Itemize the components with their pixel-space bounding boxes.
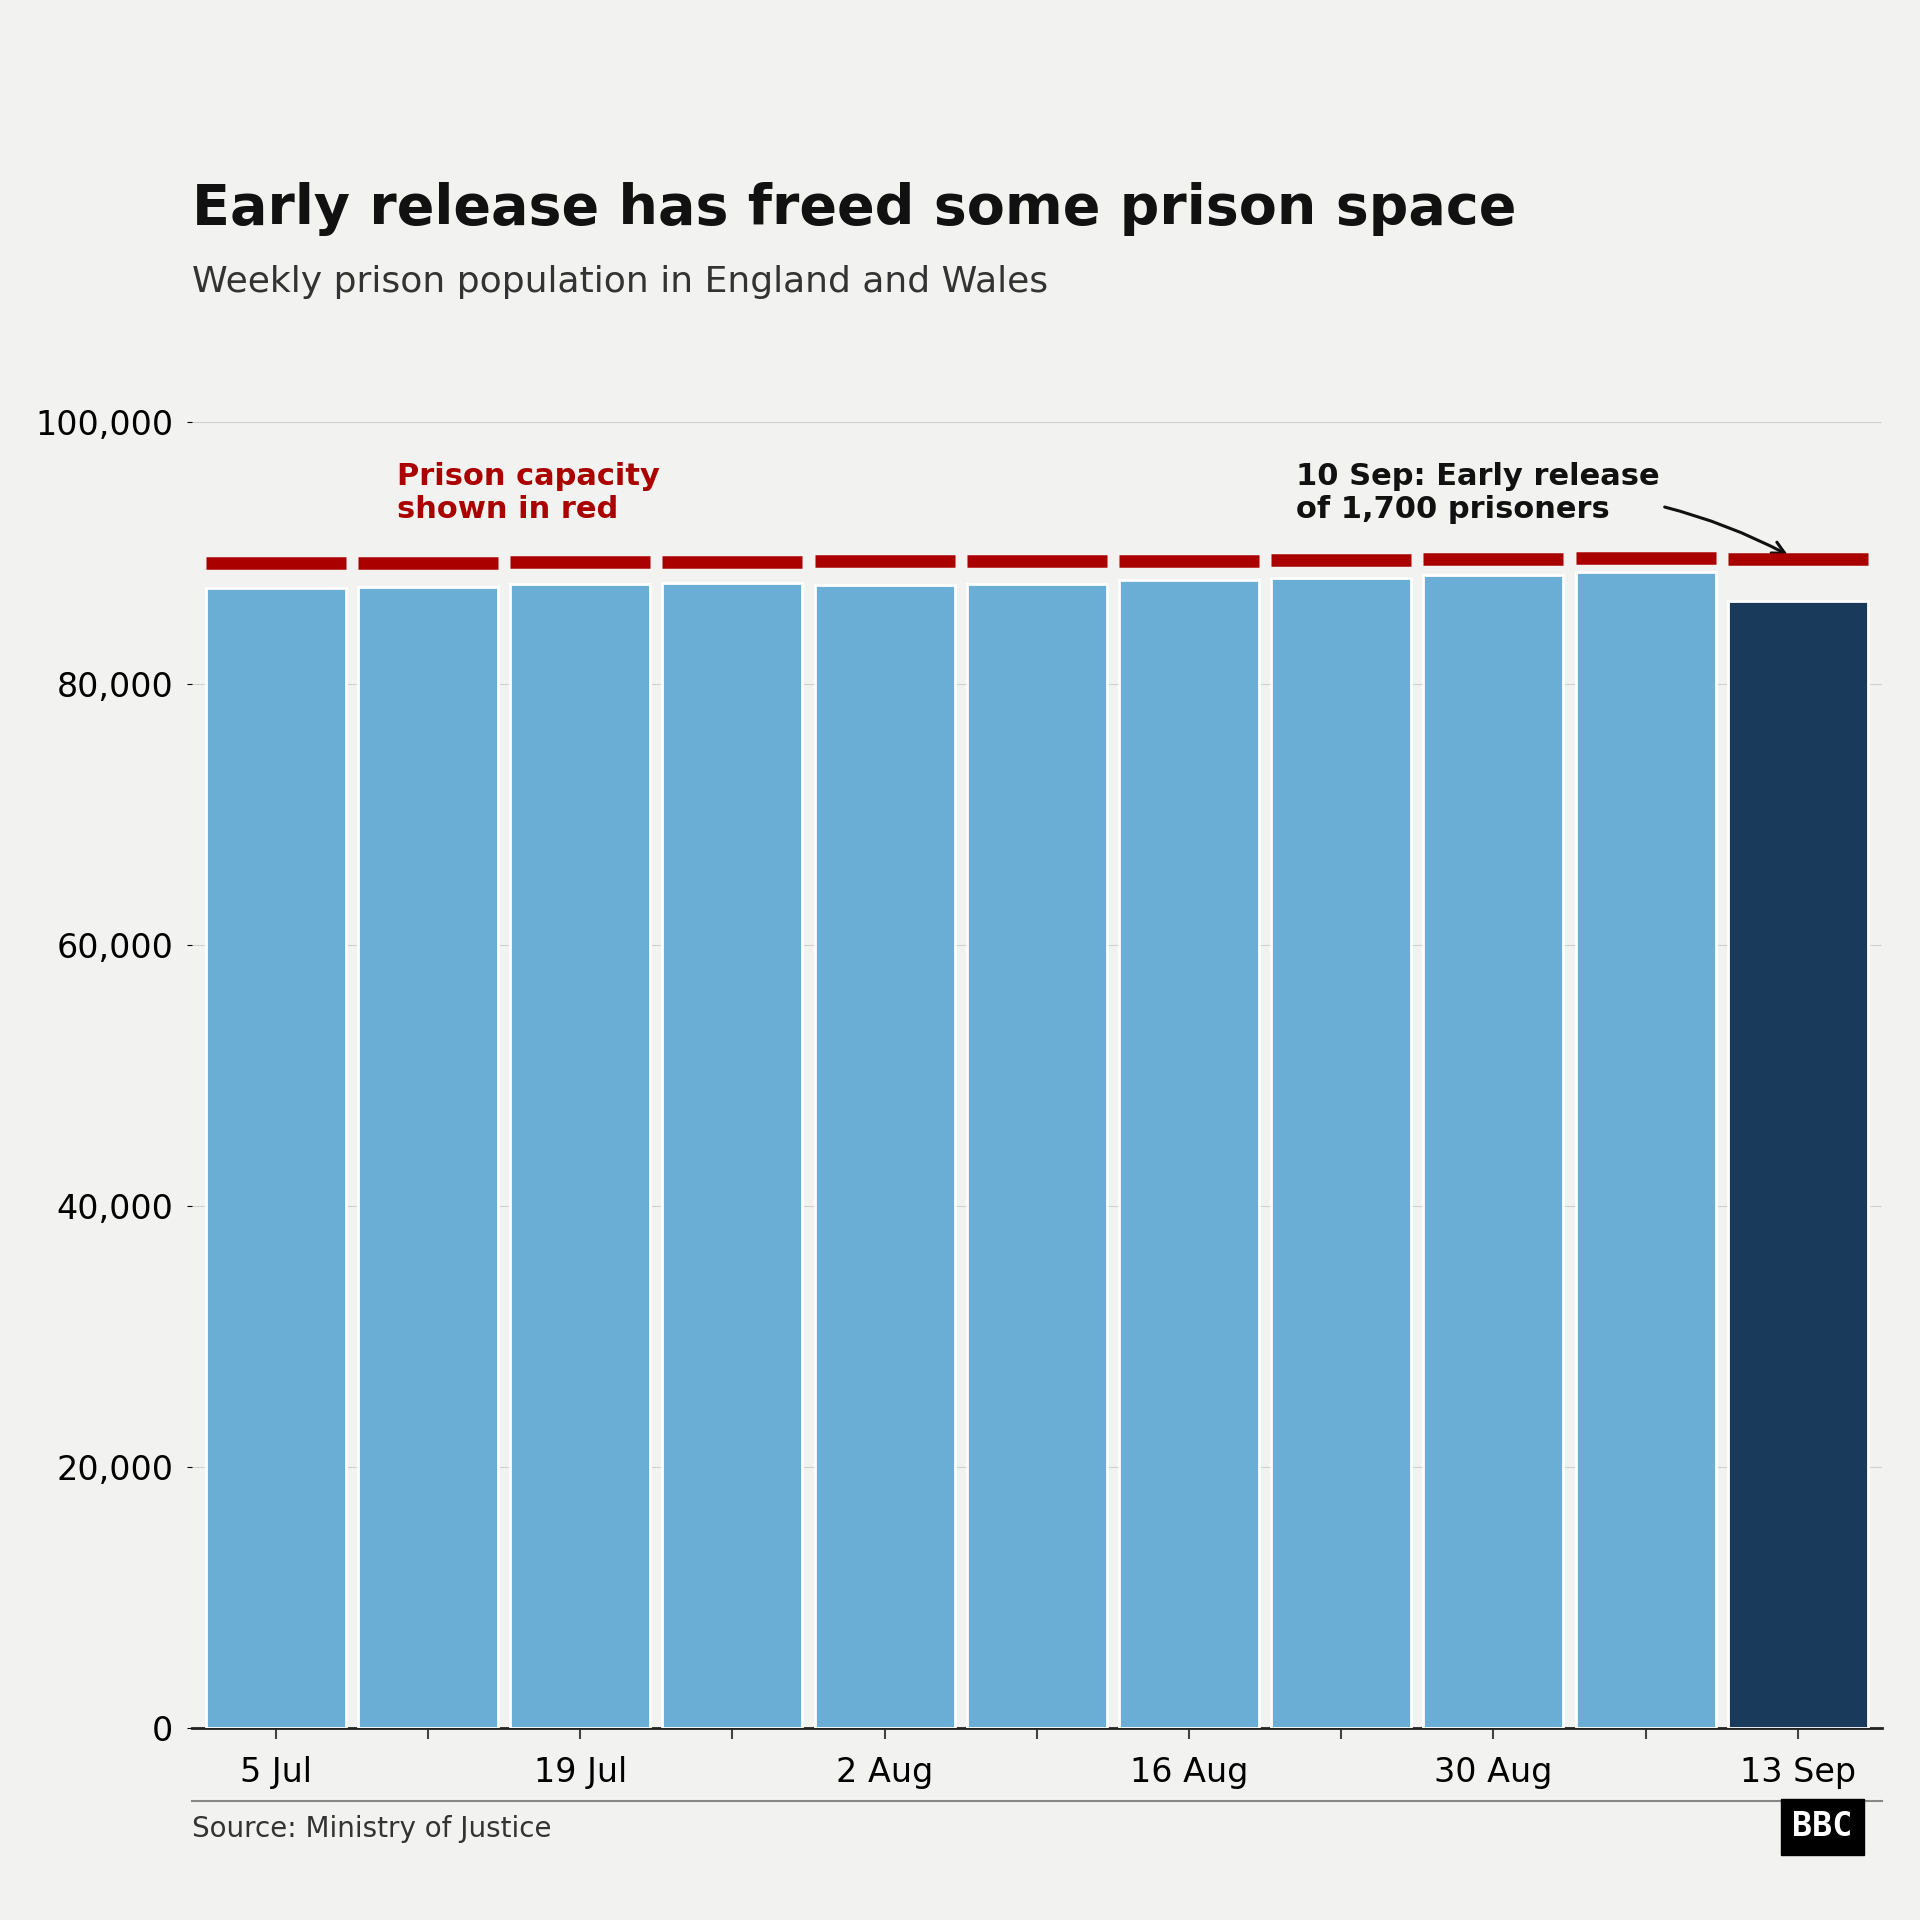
- Bar: [205, 588, 346, 1728]
- Bar: [1423, 576, 1563, 1728]
- Bar: [1271, 578, 1411, 1728]
- Bar: [662, 584, 803, 1728]
- Text: Prison capacity
shown in red: Prison capacity shown in red: [397, 461, 660, 524]
- Text: Source: Ministry of Justice: Source: Ministry of Justice: [192, 1814, 551, 1843]
- Bar: [1728, 601, 1868, 1728]
- Text: Early release has freed some prison space: Early release has freed some prison spac…: [192, 182, 1517, 236]
- Text: 10 Sep: Early release
of 1,700 prisoners: 10 Sep: Early release of 1,700 prisoners: [1296, 461, 1786, 553]
- Bar: [968, 584, 1106, 1728]
- Bar: [511, 584, 651, 1728]
- Bar: [357, 588, 497, 1728]
- Bar: [814, 586, 954, 1728]
- Bar: [1576, 572, 1716, 1728]
- Bar: [1119, 580, 1260, 1728]
- Text: BBC: BBC: [1793, 1811, 1853, 1843]
- Text: Weekly prison population in England and Wales: Weekly prison population in England and …: [192, 265, 1048, 300]
